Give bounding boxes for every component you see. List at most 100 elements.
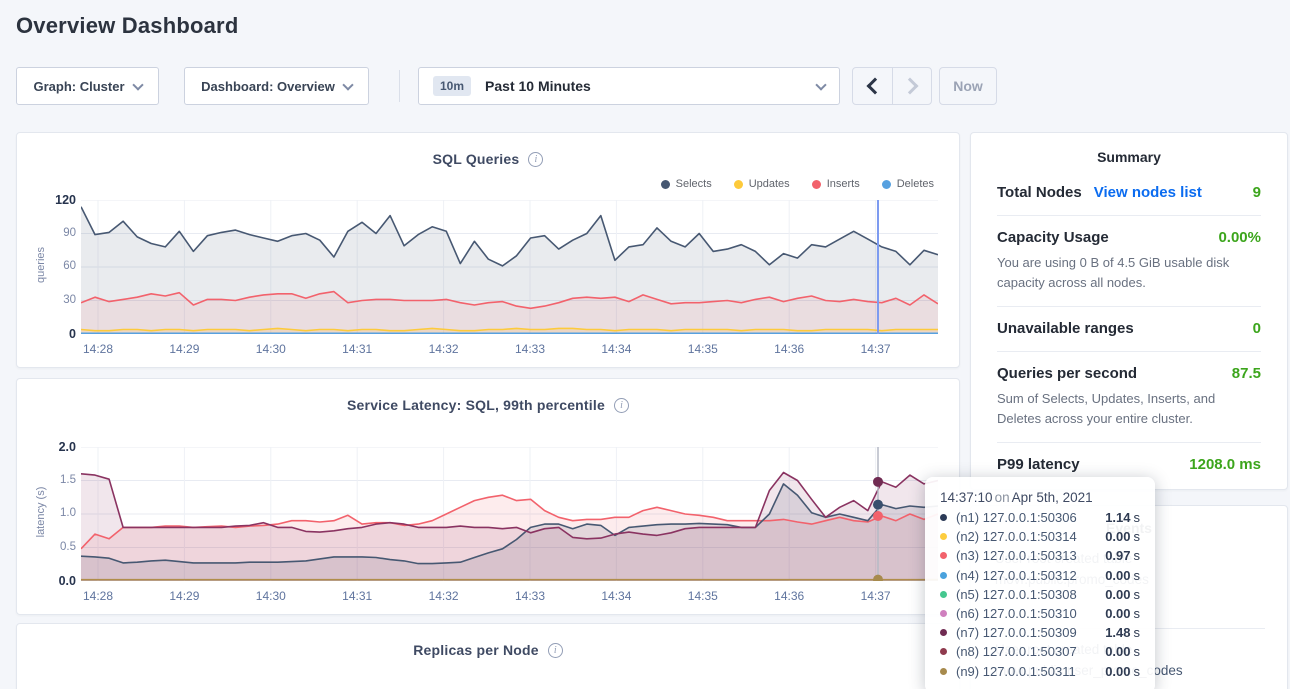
tooltip-node-row: (n3) 127.0.0.1:50313 0.97 s (940, 548, 1140, 563)
y-axis-tick: 120 (32, 193, 76, 207)
x-axis-tick: 14:34 (592, 342, 640, 356)
sql-queries-plot[interactable] (81, 200, 938, 334)
series-dot (812, 180, 821, 189)
chart-title: SQL Queries (433, 151, 520, 167)
chart-header: Replicas per Node i (17, 642, 959, 658)
tooltip-node-unit: s (1134, 644, 1141, 659)
time-range-selector[interactable]: 10m Past 10 Minutes (418, 67, 840, 105)
tooltip-node-name: (n3) 127.0.0.1:50313 (956, 548, 1099, 563)
x-axis-tick: 14:37 (852, 342, 900, 356)
x-axis-tick: 14:30 (247, 589, 295, 603)
tooltip-node-row: (n2) 127.0.0.1:50314 0.00 s (940, 529, 1140, 544)
x-axis-tick: 14:35 (679, 342, 727, 356)
hover-dot (873, 500, 883, 510)
chevron-down-icon (342, 79, 353, 90)
info-icon[interactable]: i (614, 398, 629, 413)
summary-row-line: Capacity Usage0.00% (997, 229, 1261, 246)
series-dot (940, 648, 947, 655)
graph-dropdown[interactable]: Graph: Cluster (16, 67, 159, 105)
tooltip-node-name: (n4) 127.0.0.1:50312 (956, 568, 1099, 583)
legend-item-selects[interactable]: Selects (661, 178, 712, 190)
legend-item-inserts[interactable]: Inserts (812, 178, 860, 190)
dashboard-dropdown-label: Dashboard: Overview (201, 79, 335, 94)
summary-row-label: Unavailable ranges (997, 320, 1134, 337)
y-axis-tick: 2.0 (32, 440, 76, 454)
tooltip-node-value: 1.14 (1105, 510, 1130, 525)
replicas-per-node-chart-panel: Replicas per Node i (16, 623, 960, 689)
summary-row-line: Unavailable ranges0 (997, 320, 1261, 337)
series-dot (661, 180, 670, 189)
tooltip-node-name: (n6) 127.0.0.1:50310 (956, 606, 1099, 621)
tooltip-node-row: (n5) 127.0.0.1:503080.00s (940, 587, 1140, 602)
chart-title: Replicas per Node (413, 642, 539, 658)
dashboard-dropdown[interactable]: Dashboard: Overview (184, 67, 369, 105)
tooltip-node-value: 0.00 (1105, 644, 1130, 659)
x-axis-tick: 14:30 (247, 342, 295, 356)
tooltip-node-unit: s (1134, 529, 1141, 544)
series-dot (940, 572, 947, 579)
summary-panel: Summary Total Nodes View nodes list 9 Capac… (970, 132, 1288, 490)
time-range-label: Past 10 Minutes (485, 78, 591, 94)
time-next-button[interactable] (892, 68, 931, 104)
x-axis-tick: 14:28 (74, 342, 122, 356)
time-step-buttons (852, 67, 932, 105)
tooltip-node-value: 0.00 (1105, 529, 1130, 544)
service-latency-sql-99th-percentile-plot[interactable] (81, 447, 938, 581)
view-nodes-list-link[interactable]: View nodes list (1094, 184, 1202, 201)
summary-row-label: Total Nodes (997, 184, 1082, 201)
hover-dot (873, 511, 883, 521)
tooltip-node-unit: s (1134, 664, 1141, 679)
x-axis-tick: 14:34 (592, 589, 640, 603)
toolbar-divider (399, 70, 400, 102)
series-dot (940, 552, 947, 559)
chart-hover-tooltip: 14:37:10onApr 5th, 2021 (n1) 127.0.0.1:5… (925, 477, 1155, 689)
x-axis-tick: 14:31 (333, 342, 381, 356)
tooltip-node-name: (n2) 127.0.0.1:50314 (956, 529, 1099, 544)
legend-item-deletes[interactable]: Deletes (882, 178, 934, 190)
summary-row-line: Queries per second87.5 (997, 365, 1261, 382)
info-icon[interactable]: i (548, 643, 563, 658)
sql-queries-chart-panel: SQL Queries i Selects Updates Inserts Delet… (16, 132, 960, 368)
summary-row-line: P99 latency 1208.0 ms (997, 456, 1261, 473)
legend-item-updates[interactable]: Updates (734, 178, 790, 190)
x-axis-tick: 14:33 (506, 589, 554, 603)
chevron-right-icon (902, 78, 919, 95)
series-dot (940, 629, 947, 636)
tooltip-node-value: 0.97 (1105, 548, 1130, 563)
tooltip-node-row: (n8) 127.0.0.1:50307 0.00 s (940, 644, 1140, 659)
summary-row-value: 87.5 (1232, 365, 1261, 382)
now-button[interactable]: Now (939, 67, 997, 105)
tooltip-node-name: (n1) 127.0.0.1:50306 (956, 510, 1099, 525)
summary-row-value: 9 (1253, 184, 1261, 201)
chart-title: Service Latency: SQL, 99th percentile (347, 397, 605, 413)
series-dot (940, 668, 947, 675)
tooltip-node-name: (n8) 127.0.0.1:50307 (956, 644, 1099, 659)
summary-title: Summary (971, 133, 1287, 171)
tooltip-node-unit: s (1134, 548, 1141, 563)
legend-label: Updates (749, 178, 790, 190)
chart-header: Service Latency: SQL, 99th percentile i (17, 397, 959, 413)
x-axis-tick: 14:29 (160, 342, 208, 356)
summary-row-value: 1208.0 ms (1189, 456, 1261, 473)
info-icon[interactable]: i (528, 152, 543, 167)
tooltip-node-value: 0.00 (1105, 606, 1130, 621)
summary-row-label: P99 latency (997, 456, 1080, 473)
summary-row-value: 0.00% (1218, 229, 1261, 246)
tooltip-timestamp: 14:37:10onApr 5th, 2021 (940, 490, 1140, 505)
legend-label: Selects (676, 178, 712, 190)
summary-row: Unavailable ranges0 (997, 307, 1261, 352)
x-axis-tick: 14:36 (765, 589, 813, 603)
x-axis-tick: 14:29 (160, 589, 208, 603)
time-prev-button[interactable] (853, 68, 892, 104)
series-dot (940, 533, 947, 540)
tooltip-node-name: (n7) 127.0.0.1:50309 (956, 625, 1099, 640)
tooltip-node-value: 1.48 (1105, 625, 1130, 640)
tooltip-node-unit: s (1134, 625, 1141, 640)
tooltip-node-unit: s (1134, 606, 1141, 621)
tooltip-node-row: (n7) 127.0.0.1:50309 1.48 s (940, 625, 1140, 640)
y-axis-label: queries (35, 233, 47, 297)
tooltip-node-name: (n5) 127.0.0.1:50308 (956, 587, 1099, 602)
series-dot (940, 514, 947, 521)
series-dot (940, 591, 947, 598)
tooltip-node-unit: s (1134, 568, 1141, 583)
